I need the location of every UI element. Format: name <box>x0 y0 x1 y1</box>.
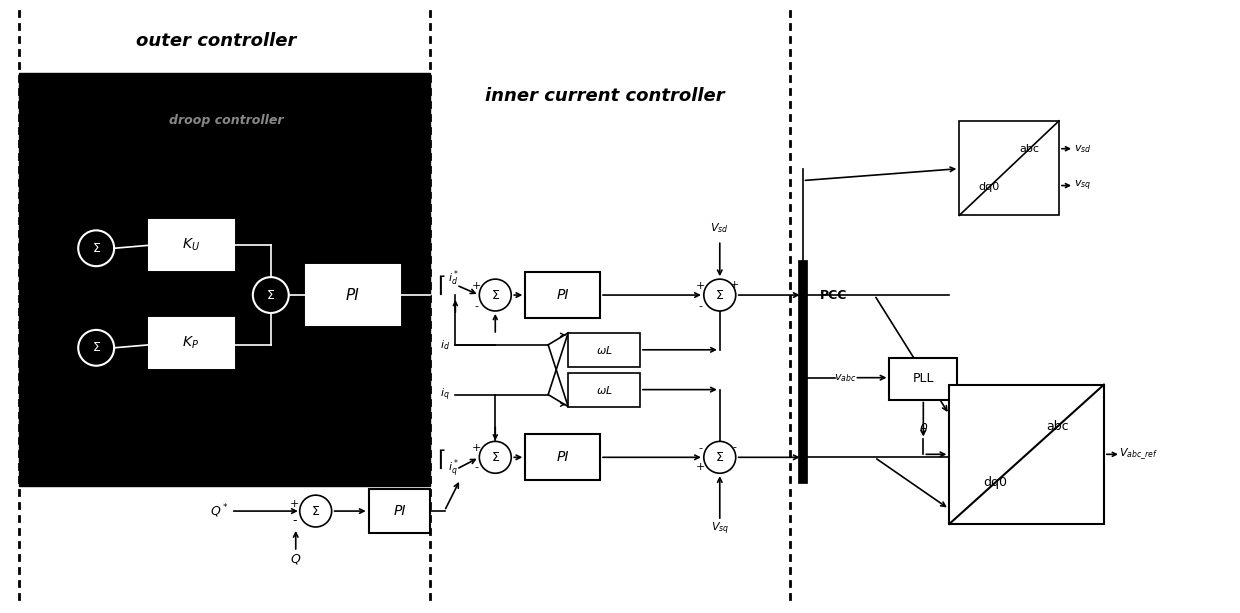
Bar <box>889 358 957 400</box>
Text: $\theta$: $\theta$ <box>919 422 928 436</box>
Text: PI: PI <box>557 288 569 302</box>
Text: -: - <box>733 443 737 452</box>
Text: $K_U$: $K_U$ <box>182 237 200 254</box>
Text: abc: abc <box>1047 420 1069 433</box>
Text: dq0: dq0 <box>978 182 999 192</box>
Text: $i_d^*$: $i_d^*$ <box>449 268 459 288</box>
Text: $Q^*$: $Q^*$ <box>210 502 228 520</box>
Circle shape <box>300 495 331 527</box>
Text: abc: abc <box>1019 144 1039 154</box>
Bar <box>306 265 401 325</box>
Text: outer controller: outer controller <box>135 32 296 50</box>
Text: $\Sigma$: $\Sigma$ <box>311 504 320 517</box>
Text: $V_{sd}$: $V_{sd}$ <box>711 221 729 235</box>
Text: PI: PI <box>557 451 569 464</box>
Circle shape <box>480 441 511 473</box>
Text: +: + <box>696 462 706 472</box>
Bar <box>20 73 430 486</box>
Bar <box>568 373 640 406</box>
Bar <box>568 333 640 367</box>
Text: $v_{sd}$: $v_{sd}$ <box>1074 143 1091 154</box>
Text: $\Sigma$: $\Sigma$ <box>491 451 500 464</box>
Text: -: - <box>475 462 479 472</box>
Text: +: + <box>730 280 739 290</box>
Text: $\Sigma$: $\Sigma$ <box>715 289 724 302</box>
Text: $i_q$: $i_q$ <box>440 386 450 403</box>
Text: PCC: PCC <box>820 289 847 302</box>
Text: +: + <box>696 281 706 291</box>
Text: $\Sigma$: $\Sigma$ <box>92 242 100 255</box>
Text: $i_d$: $i_d$ <box>440 338 450 352</box>
Text: inner current controller: inner current controller <box>485 87 725 105</box>
Circle shape <box>253 277 289 313</box>
Bar <box>149 221 234 270</box>
Text: +: + <box>471 443 481 454</box>
Text: -: - <box>475 301 479 311</box>
Text: $\lceil$: $\lceil$ <box>438 273 446 297</box>
Text: droop controller: droop controller <box>169 115 283 128</box>
Bar <box>960 121 1059 215</box>
Circle shape <box>480 279 511 311</box>
Circle shape <box>78 230 114 266</box>
Text: $K_P$: $K_P$ <box>182 335 200 351</box>
Text: +: + <box>471 281 481 291</box>
Text: $\omega L$: $\omega L$ <box>595 344 613 356</box>
Text: PI: PI <box>393 504 405 518</box>
Text: $V_{abc\_ref}$: $V_{abc\_ref}$ <box>1118 447 1158 462</box>
Circle shape <box>704 441 735 473</box>
Text: $\Sigma$: $\Sigma$ <box>715 451 724 464</box>
Text: $Q$: $Q$ <box>290 552 301 566</box>
Bar <box>526 272 600 318</box>
Text: $v_{sq}$: $v_{sq}$ <box>1074 178 1091 192</box>
Text: $V_{sq}$: $V_{sq}$ <box>711 521 729 537</box>
Text: -: - <box>699 443 703 454</box>
Text: $\lceil$: $\lceil$ <box>438 447 446 471</box>
Text: $\omega L$: $\omega L$ <box>595 384 613 395</box>
Bar <box>149 318 234 368</box>
Text: $\Sigma$: $\Sigma$ <box>92 341 100 354</box>
Bar <box>950 384 1104 524</box>
Text: $i_q^*$: $i_q^*$ <box>449 458 459 481</box>
Text: dq0: dq0 <box>983 476 1008 489</box>
Circle shape <box>704 279 735 311</box>
Text: -: - <box>699 301 703 311</box>
Text: $\Sigma$: $\Sigma$ <box>267 289 275 302</box>
Text: $\Sigma$: $\Sigma$ <box>491 289 500 302</box>
Text: PLL: PLL <box>913 372 934 385</box>
Bar <box>368 489 430 533</box>
Bar <box>526 435 600 480</box>
Text: PI: PI <box>346 287 360 303</box>
Circle shape <box>78 330 114 366</box>
Text: $v_{abc}$: $v_{abc}$ <box>833 371 856 384</box>
Text: +: + <box>290 499 299 509</box>
Text: -: - <box>293 514 298 528</box>
